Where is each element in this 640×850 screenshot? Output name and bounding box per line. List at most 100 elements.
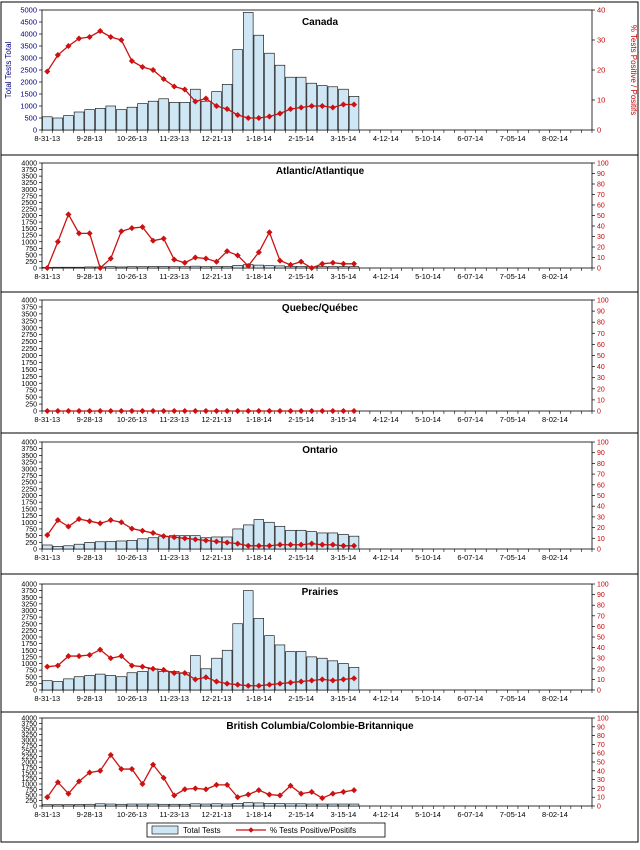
bar (137, 671, 148, 691)
x-axis-tick-label: 8-02-14 (542, 694, 568, 703)
percent-positive-point (139, 407, 146, 415)
percent-positive-point (329, 677, 337, 684)
percent-positive-point (255, 114, 262, 122)
left-axis-tick-label: 1000 (21, 520, 37, 527)
x-axis-tick-label: 6-07-14 (457, 415, 483, 424)
x-axis-tick-label: 8-02-14 (542, 415, 568, 424)
right-axis-tick-label: 0 (597, 804, 601, 811)
x-axis-tick-label: 3-15-14 (331, 134, 357, 143)
left-axis-tick-label: 3000 (20, 54, 37, 63)
left-axis-tick-label: 2250 (21, 754, 37, 761)
x-axis-tick-label: 8-31-13 (34, 415, 60, 424)
left-axis-tick-label: 1500 (21, 226, 37, 233)
percent-positive-point (160, 75, 167, 83)
panel-title: Canada (302, 17, 339, 28)
percent-positive-point (128, 525, 136, 532)
left-axis-tick-label: 0 (33, 804, 37, 811)
percent-positive-point (181, 407, 188, 415)
left-axis-tick-label: 0 (33, 688, 37, 695)
percent-positive-point (213, 781, 220, 789)
percent-positive-point (287, 679, 294, 686)
percent-positive-point (350, 407, 358, 415)
bar (264, 521, 275, 550)
bar (264, 803, 275, 807)
bar (116, 266, 127, 269)
left-axis-tick-label: 750 (25, 246, 37, 253)
bar (221, 266, 233, 269)
percent-positive-point (245, 114, 252, 122)
left-axis-tick-label: 3250 (21, 318, 37, 325)
right-axis-tick-label: 60 (597, 482, 605, 489)
x-axis-tick-label: 5-10-14 (415, 694, 441, 703)
left-axis-tick-label: 500 (25, 252, 37, 259)
bar (42, 116, 53, 131)
percent-positive-point (86, 407, 93, 415)
x-axis-tick-label: 7-05-14 (500, 810, 526, 819)
percent-positive-point (287, 782, 294, 789)
x-axis-tick-label: 1-18-14 (246, 134, 272, 143)
right-axis-tick-label: 80 (597, 603, 605, 610)
percent-positive-point (181, 669, 188, 677)
right-axis-tick-label: 0 (597, 409, 601, 416)
bar (285, 529, 296, 550)
left-axis-tick-label: 3750 (21, 446, 37, 453)
right-axis-tick-label: 70 (597, 331, 605, 338)
right-axis-tick-label: 80 (597, 733, 605, 740)
left-axis-tick-label: 3000 (21, 187, 37, 194)
percent-positive-point (139, 780, 146, 788)
bar (42, 804, 53, 807)
percent-positive-point (350, 787, 358, 794)
left-axis-tick-label: 250 (25, 540, 37, 547)
right-axis-tick-label: 40 (597, 6, 605, 15)
right-axis-tick-label: 100 (597, 298, 609, 305)
left-axis-tick-label: 2750 (21, 332, 37, 339)
bar (105, 803, 116, 807)
left-axis-tick-label: 3500 (20, 42, 37, 51)
percent-positive-point (86, 651, 93, 659)
bar (158, 803, 169, 807)
right-axis-tick-label: 90 (597, 171, 605, 178)
left-axis-tick-label: 0 (33, 266, 37, 273)
bar (105, 266, 116, 269)
bar (264, 265, 275, 269)
panel-title: Quebec/Québec (282, 303, 359, 314)
percent-positive-point (86, 33, 93, 41)
bar (84, 266, 95, 269)
x-axis-tick-label: 5-10-14 (415, 415, 441, 424)
bar (84, 803, 95, 807)
percent-positive-point (192, 98, 199, 105)
percent-positive-point (65, 523, 72, 530)
bar (147, 668, 159, 691)
right-axis-tick-label: 50 (597, 213, 605, 220)
percent-positive-point (75, 652, 83, 660)
right-axis-tick-label: 40 (597, 364, 605, 371)
x-axis-tick-label: 12-21-13 (202, 810, 232, 819)
x-axis-tick-label: 9-28-13 (77, 272, 103, 281)
plot-area (41, 583, 593, 691)
bar (73, 111, 85, 131)
percent-positive-point (171, 256, 178, 263)
percent-positive-point (97, 520, 104, 527)
x-axis-tick-label: 2-15-14 (288, 810, 314, 819)
right-axis-tick-label: 30 (597, 234, 605, 241)
x-axis-tick-label: 12-21-13 (202, 272, 232, 281)
right-axis-tick-label: 20 (597, 386, 605, 393)
left-axis-tick-label: 750 (25, 787, 37, 794)
bar (126, 803, 138, 807)
left-axis-tick-label: 4000 (21, 582, 37, 589)
bar (84, 542, 95, 550)
left-axis-tick-label: 750 (25, 668, 37, 675)
bar (295, 803, 307, 807)
left-axis-tick-label: 0 (33, 409, 37, 416)
left-axis-tick-label: 2000 (21, 635, 37, 642)
bar (63, 804, 74, 807)
percent-positive-point (128, 662, 136, 669)
bar (73, 804, 85, 807)
percent-positive-point (65, 42, 72, 50)
right-axis-tick-label: 50 (597, 635, 605, 642)
right-axis-tick-label: 30 (597, 777, 605, 784)
x-axis-tick-label: 8-31-13 (34, 694, 60, 703)
percent-positive-point (118, 407, 125, 415)
bar (274, 525, 286, 550)
bar (95, 108, 106, 131)
